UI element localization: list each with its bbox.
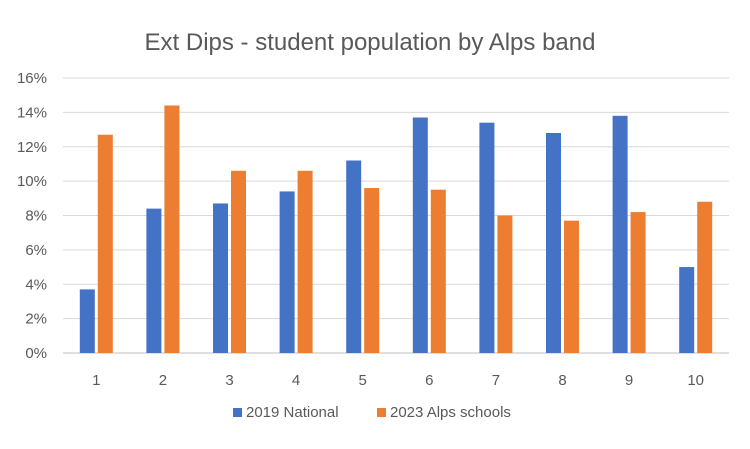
bars bbox=[79, 105, 713, 353]
y-tick-label: 0% bbox=[25, 345, 47, 362]
bar-2023-alps-schools bbox=[364, 188, 380, 353]
bar-2023-alps-schools bbox=[164, 105, 180, 353]
bar-2023-alps-schools bbox=[297, 170, 313, 353]
x-tick-label: 7 bbox=[492, 372, 500, 389]
y-tick-label: 12% bbox=[17, 139, 47, 156]
bar-2019-national bbox=[79, 289, 95, 353]
bar-2019-national bbox=[479, 122, 495, 353]
legend-label: 2019 National bbox=[246, 404, 339, 421]
x-tick-label: 9 bbox=[625, 372, 633, 389]
bar-2023-alps-schools bbox=[97, 134, 113, 353]
y-tick-label: 14% bbox=[17, 104, 47, 121]
bar-2023-alps-schools bbox=[697, 201, 713, 353]
bar-2019-national bbox=[679, 267, 695, 353]
bar-2019-national bbox=[146, 208, 162, 353]
bar-2019-national bbox=[612, 115, 628, 353]
y-tick-label: 16% bbox=[17, 70, 47, 87]
x-tick-label: 2 bbox=[159, 372, 167, 389]
x-tick-label: 8 bbox=[558, 372, 566, 389]
bar-2023-alps-schools bbox=[497, 215, 513, 353]
legend-label: 2023 Alps schools bbox=[390, 404, 511, 421]
bar-2023-alps-schools bbox=[231, 170, 246, 353]
x-tick-label: 6 bbox=[425, 372, 433, 389]
legend-swatch bbox=[233, 408, 242, 417]
x-tick-label: 10 bbox=[687, 372, 704, 389]
x-tick-label: 1 bbox=[92, 372, 100, 389]
bar-2019-national bbox=[213, 203, 228, 353]
y-tick-label: 6% bbox=[25, 242, 47, 259]
x-tick-label: 3 bbox=[225, 372, 233, 389]
x-axis-labels: 1 2 3 4 5 6 7 8 9 10 bbox=[92, 372, 704, 389]
x-tick-label: 5 bbox=[359, 372, 367, 389]
bar-2019-national bbox=[546, 133, 561, 353]
bar-2019-national bbox=[346, 160, 362, 353]
y-tick-label: 2% bbox=[25, 311, 47, 328]
bar-2019-national bbox=[412, 117, 428, 353]
y-tick-label: 8% bbox=[25, 208, 47, 225]
bar-2023-alps-schools bbox=[430, 189, 446, 353]
x-tick-label: 4 bbox=[292, 372, 300, 389]
bar-2019-national bbox=[279, 191, 295, 353]
bar-2023-alps-schools bbox=[630, 212, 646, 353]
bar-2023-alps-schools bbox=[564, 220, 579, 353]
chart-title: Ext Dips - student population by Alps ba… bbox=[145, 29, 596, 56]
legend-swatch bbox=[377, 408, 386, 417]
legend: 2019 National 2023 Alps schools bbox=[233, 404, 511, 421]
y-tick-label: 10% bbox=[17, 173, 47, 190]
gridlines bbox=[63, 77, 729, 320]
y-tick-label: 4% bbox=[25, 276, 47, 293]
